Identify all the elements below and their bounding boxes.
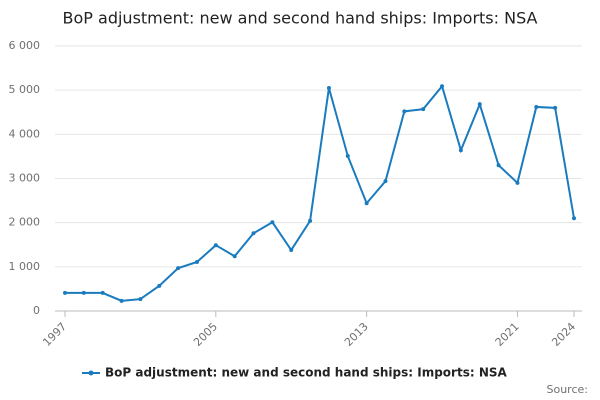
y-tick-label: 5 000 bbox=[9, 83, 41, 96]
point bbox=[326, 85, 331, 90]
point bbox=[213, 243, 218, 248]
point bbox=[119, 298, 124, 303]
point bbox=[232, 254, 237, 259]
y-tick-label: 6 000 bbox=[9, 39, 41, 52]
legend-swatch-marker bbox=[88, 370, 94, 376]
y-tick-label: 4 000 bbox=[9, 127, 41, 140]
point bbox=[458, 148, 463, 153]
y-tick-label: 0 bbox=[33, 304, 40, 317]
point bbox=[270, 220, 275, 225]
point bbox=[440, 84, 445, 89]
y-tick-label: 2 000 bbox=[9, 216, 41, 229]
source: Source: bbox=[547, 383, 589, 396]
x-tick-label: 2021 bbox=[493, 320, 522, 349]
chart-title: BoP adjustment: new and second hand ship… bbox=[63, 9, 538, 28]
point bbox=[251, 231, 256, 236]
point bbox=[194, 259, 199, 264]
point bbox=[534, 104, 539, 109]
series-line bbox=[65, 84, 575, 302]
x-tick-label: 2024 bbox=[549, 320, 578, 349]
point bbox=[496, 163, 501, 168]
point bbox=[402, 109, 407, 114]
point bbox=[63, 290, 67, 295]
point bbox=[345, 153, 350, 158]
y-tick-label: 3 000 bbox=[9, 172, 41, 185]
legend-label: BoP adjustment: new and second hand ship… bbox=[105, 366, 508, 380]
point bbox=[477, 102, 482, 107]
point bbox=[289, 248, 294, 253]
point bbox=[572, 216, 576, 221]
point bbox=[421, 107, 426, 112]
point bbox=[515, 180, 520, 185]
x-tick-label: 2013 bbox=[342, 320, 371, 349]
point bbox=[138, 297, 143, 302]
point bbox=[176, 266, 181, 271]
point bbox=[308, 218, 313, 223]
point bbox=[100, 290, 105, 295]
y-tick-label: 1 000 bbox=[9, 260, 41, 273]
point bbox=[81, 290, 86, 295]
point bbox=[553, 105, 558, 110]
point bbox=[383, 179, 388, 184]
x-tick-label: 2005 bbox=[191, 320, 220, 349]
point bbox=[364, 201, 369, 206]
point bbox=[157, 283, 162, 288]
x-tick-label: 1997 bbox=[40, 320, 69, 349]
